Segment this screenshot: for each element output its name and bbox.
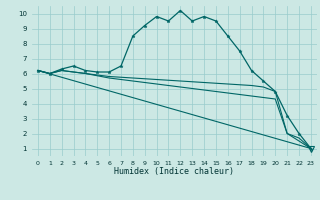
X-axis label: Humidex (Indice chaleur): Humidex (Indice chaleur) (115, 167, 234, 176)
